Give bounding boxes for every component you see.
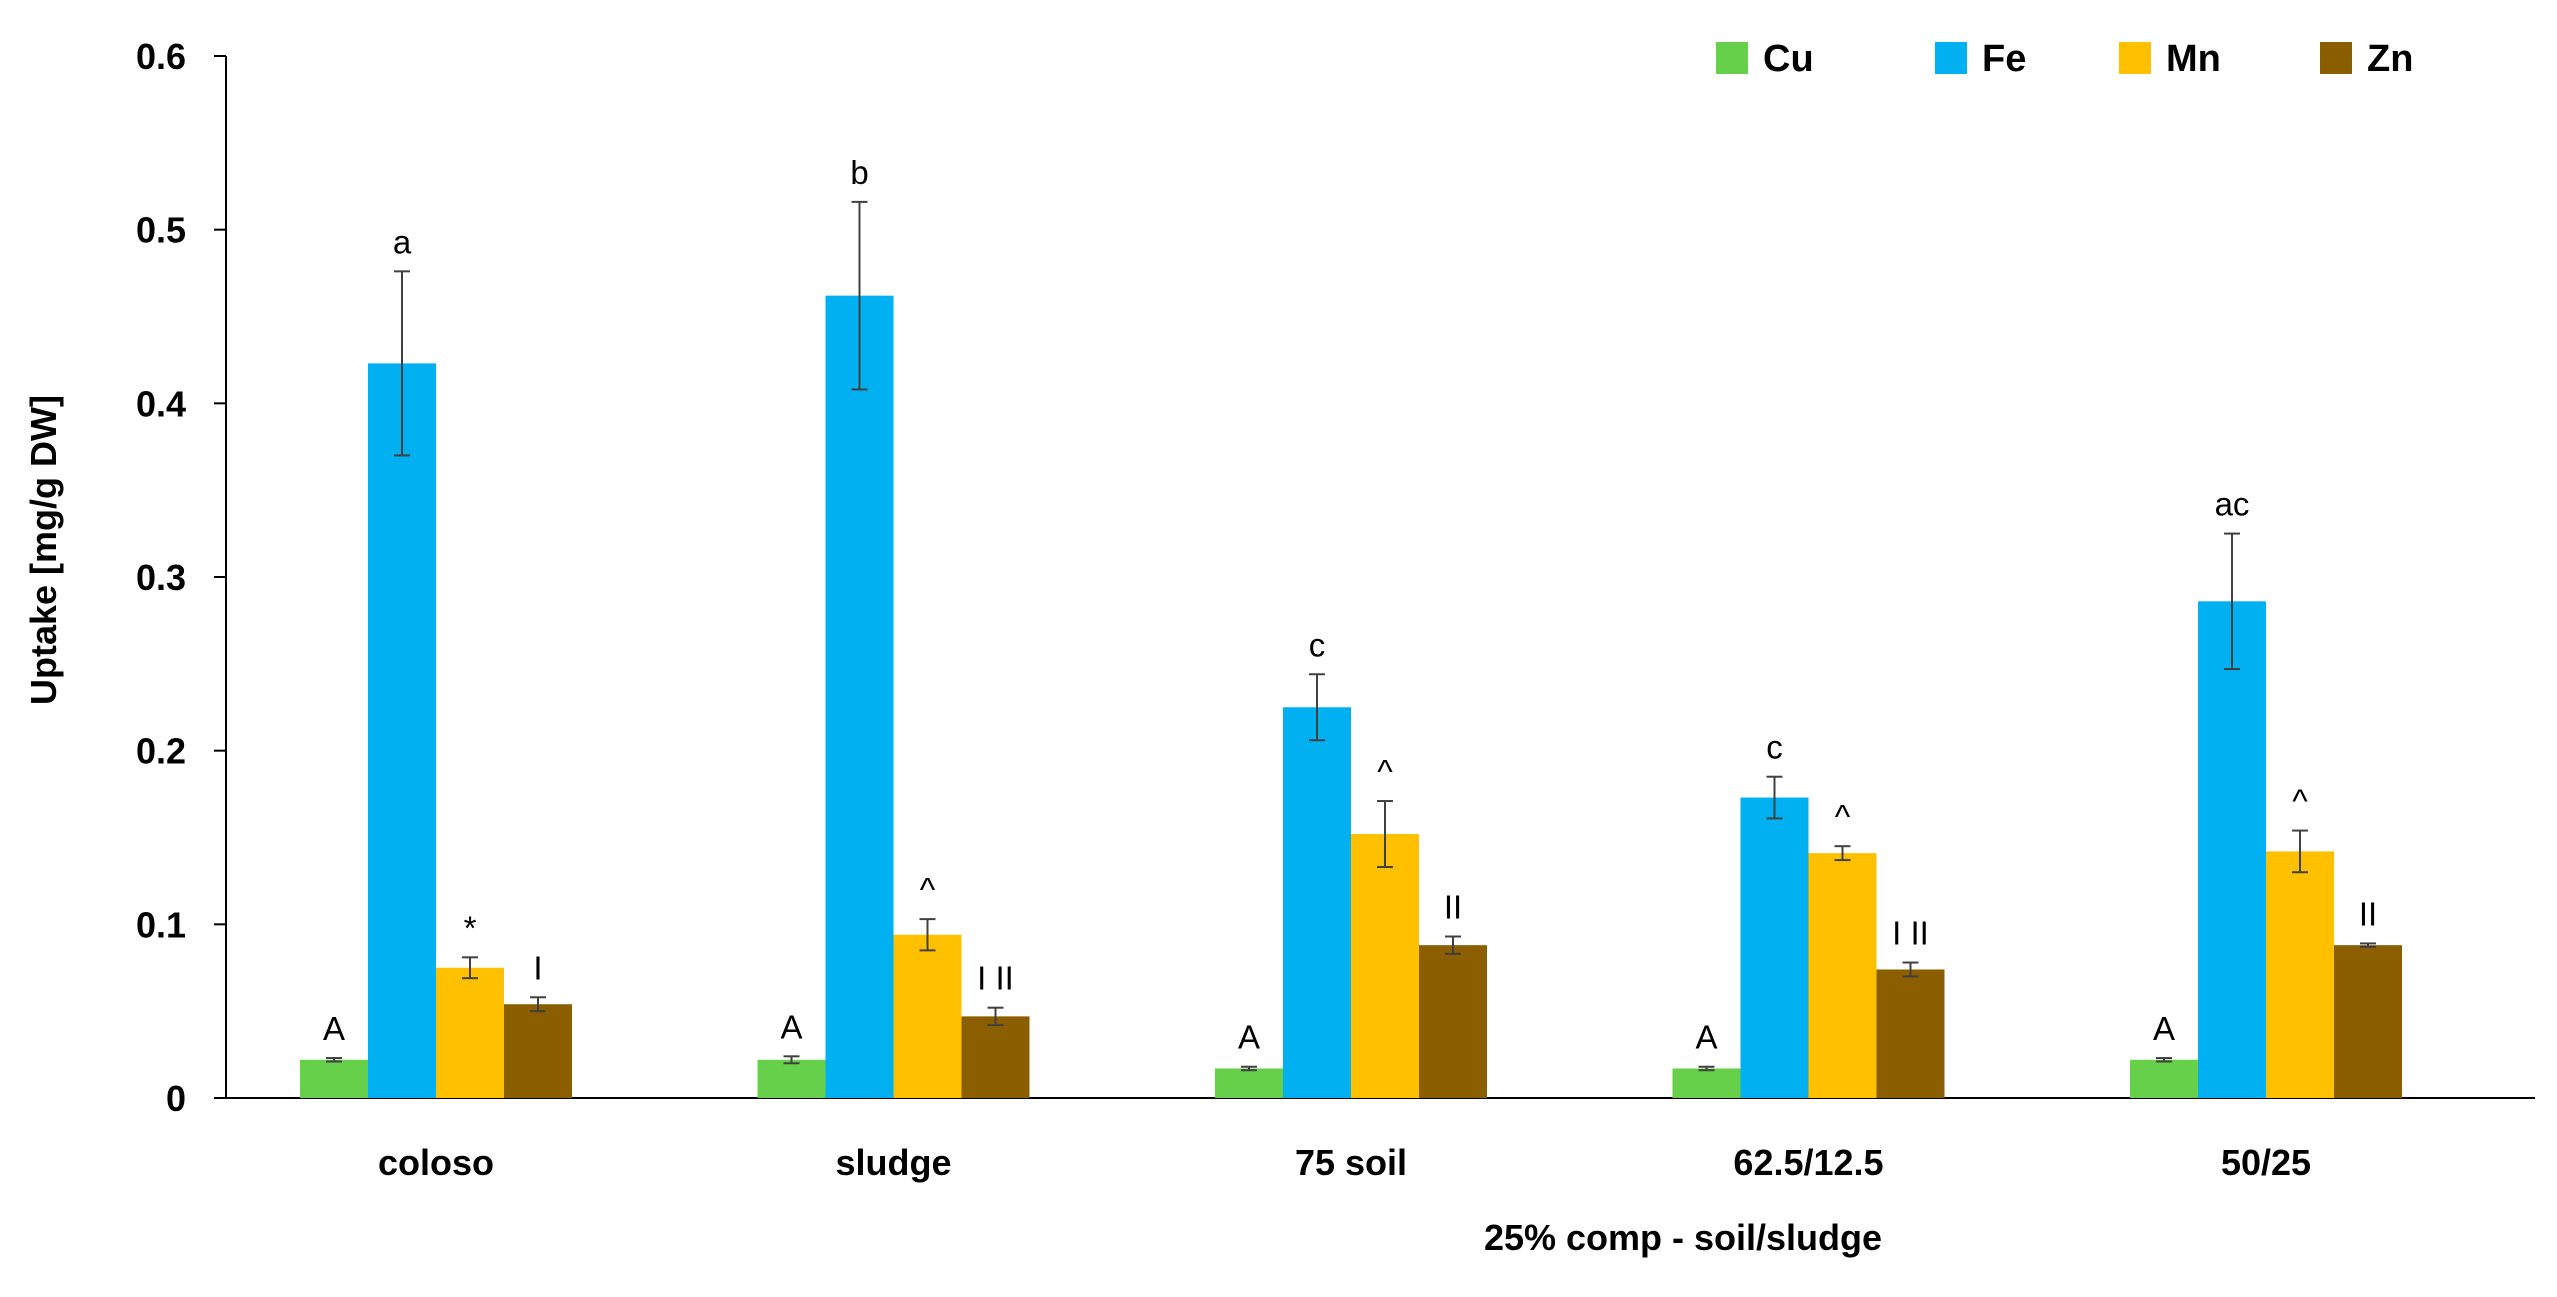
significance-label: A bbox=[780, 1008, 802, 1045]
y-tick-label: 0.2 bbox=[136, 731, 186, 772]
legend-swatch-cu bbox=[1716, 42, 1748, 74]
significance-label: ^ bbox=[2292, 783, 2308, 820]
significance-label: ^ bbox=[1377, 753, 1393, 790]
bar-cu-1 bbox=[757, 1059, 826, 1098]
bar-zn-3 bbox=[1876, 969, 1945, 1098]
bar-cu-4 bbox=[2130, 1059, 2198, 1098]
y-tick-label: 0 bbox=[166, 1078, 186, 1119]
significance-label: a bbox=[393, 223, 412, 260]
legend-label-fe: Fe bbox=[1982, 38, 2026, 80]
bar-mn-0 bbox=[436, 967, 504, 1098]
significance-label: I II bbox=[977, 960, 1014, 997]
legend-label-zn: Zn bbox=[2367, 38, 2413, 80]
category-label: 50/25 bbox=[2221, 1142, 2311, 1183]
bar-cu-2 bbox=[1215, 1068, 1283, 1098]
bar-zn-0 bbox=[504, 1004, 572, 1098]
bar-mn-2 bbox=[1351, 834, 1419, 1098]
legend-swatch-fe bbox=[1935, 42, 1967, 74]
significance-label: I bbox=[533, 949, 542, 986]
category-label: 62.5/12.5 bbox=[1733, 1142, 1883, 1183]
x-axis-title: 25% comp - soil/sludge bbox=[1484, 1217, 1882, 1258]
legend: Cu Fe Mn Zn bbox=[1716, 38, 2413, 80]
legend-swatch-mn bbox=[2119, 42, 2151, 74]
bar-zn-4 bbox=[2334, 945, 2402, 1098]
significance-label: I II bbox=[1892, 915, 1929, 952]
bar-cu-3 bbox=[1672, 1068, 1741, 1098]
category-label: sludge bbox=[835, 1142, 951, 1183]
significance-label: c bbox=[1766, 729, 1783, 766]
y-tick-label: 0.3 bbox=[136, 557, 186, 598]
significance-label: b bbox=[850, 154, 868, 191]
y-tick-label: 0.6 bbox=[136, 36, 186, 77]
significance-label: ^ bbox=[920, 871, 936, 908]
legend-swatch-zn bbox=[2320, 42, 2352, 74]
bar-fe-1 bbox=[825, 295, 894, 1098]
significance-label: * bbox=[464, 909, 477, 946]
category-label: 75 soil bbox=[1295, 1142, 1407, 1183]
bar-mn-3 bbox=[1808, 853, 1877, 1098]
significance-label: ^ bbox=[1835, 798, 1851, 835]
significance-label: II bbox=[1444, 888, 1462, 925]
y-tick-label: 0.5 bbox=[136, 210, 186, 251]
bar-fe-2 bbox=[1283, 707, 1351, 1098]
y-tick-label: 0.1 bbox=[136, 904, 186, 945]
significance-label: A bbox=[1238, 1019, 1260, 1056]
bar-fe-3 bbox=[1740, 797, 1809, 1098]
legend-label-mn: Mn bbox=[2166, 38, 2221, 80]
significance-label: A bbox=[323, 1010, 345, 1047]
bar-zn-1 bbox=[961, 1016, 1030, 1098]
significance-label: A bbox=[2153, 1010, 2175, 1047]
bar-fe-4 bbox=[2198, 601, 2266, 1098]
significance-label: c bbox=[1309, 626, 1326, 663]
y-axis-ticks: 0 0.1 0.2 0.3 0.4 0.5 0.6 bbox=[136, 36, 226, 1119]
significance-label: II bbox=[2359, 895, 2377, 932]
bar-zn-2 bbox=[1419, 945, 1487, 1098]
significance-label: ac bbox=[2215, 486, 2250, 523]
legend-label-cu: Cu bbox=[1763, 38, 1814, 80]
bar-cu-0 bbox=[300, 1059, 368, 1098]
bar-mn-4 bbox=[2266, 851, 2334, 1098]
bars bbox=[300, 295, 2402, 1098]
bar-fe-0 bbox=[368, 363, 436, 1098]
bar-mn-1 bbox=[893, 934, 962, 1098]
error-bars bbox=[326, 200, 2376, 1072]
y-tick-label: 0.4 bbox=[136, 383, 186, 424]
y-axis-title: Uptake [mg/g DW] bbox=[23, 395, 64, 705]
category-label: coloso bbox=[378, 1142, 494, 1183]
significance-label: A bbox=[1695, 1019, 1717, 1056]
